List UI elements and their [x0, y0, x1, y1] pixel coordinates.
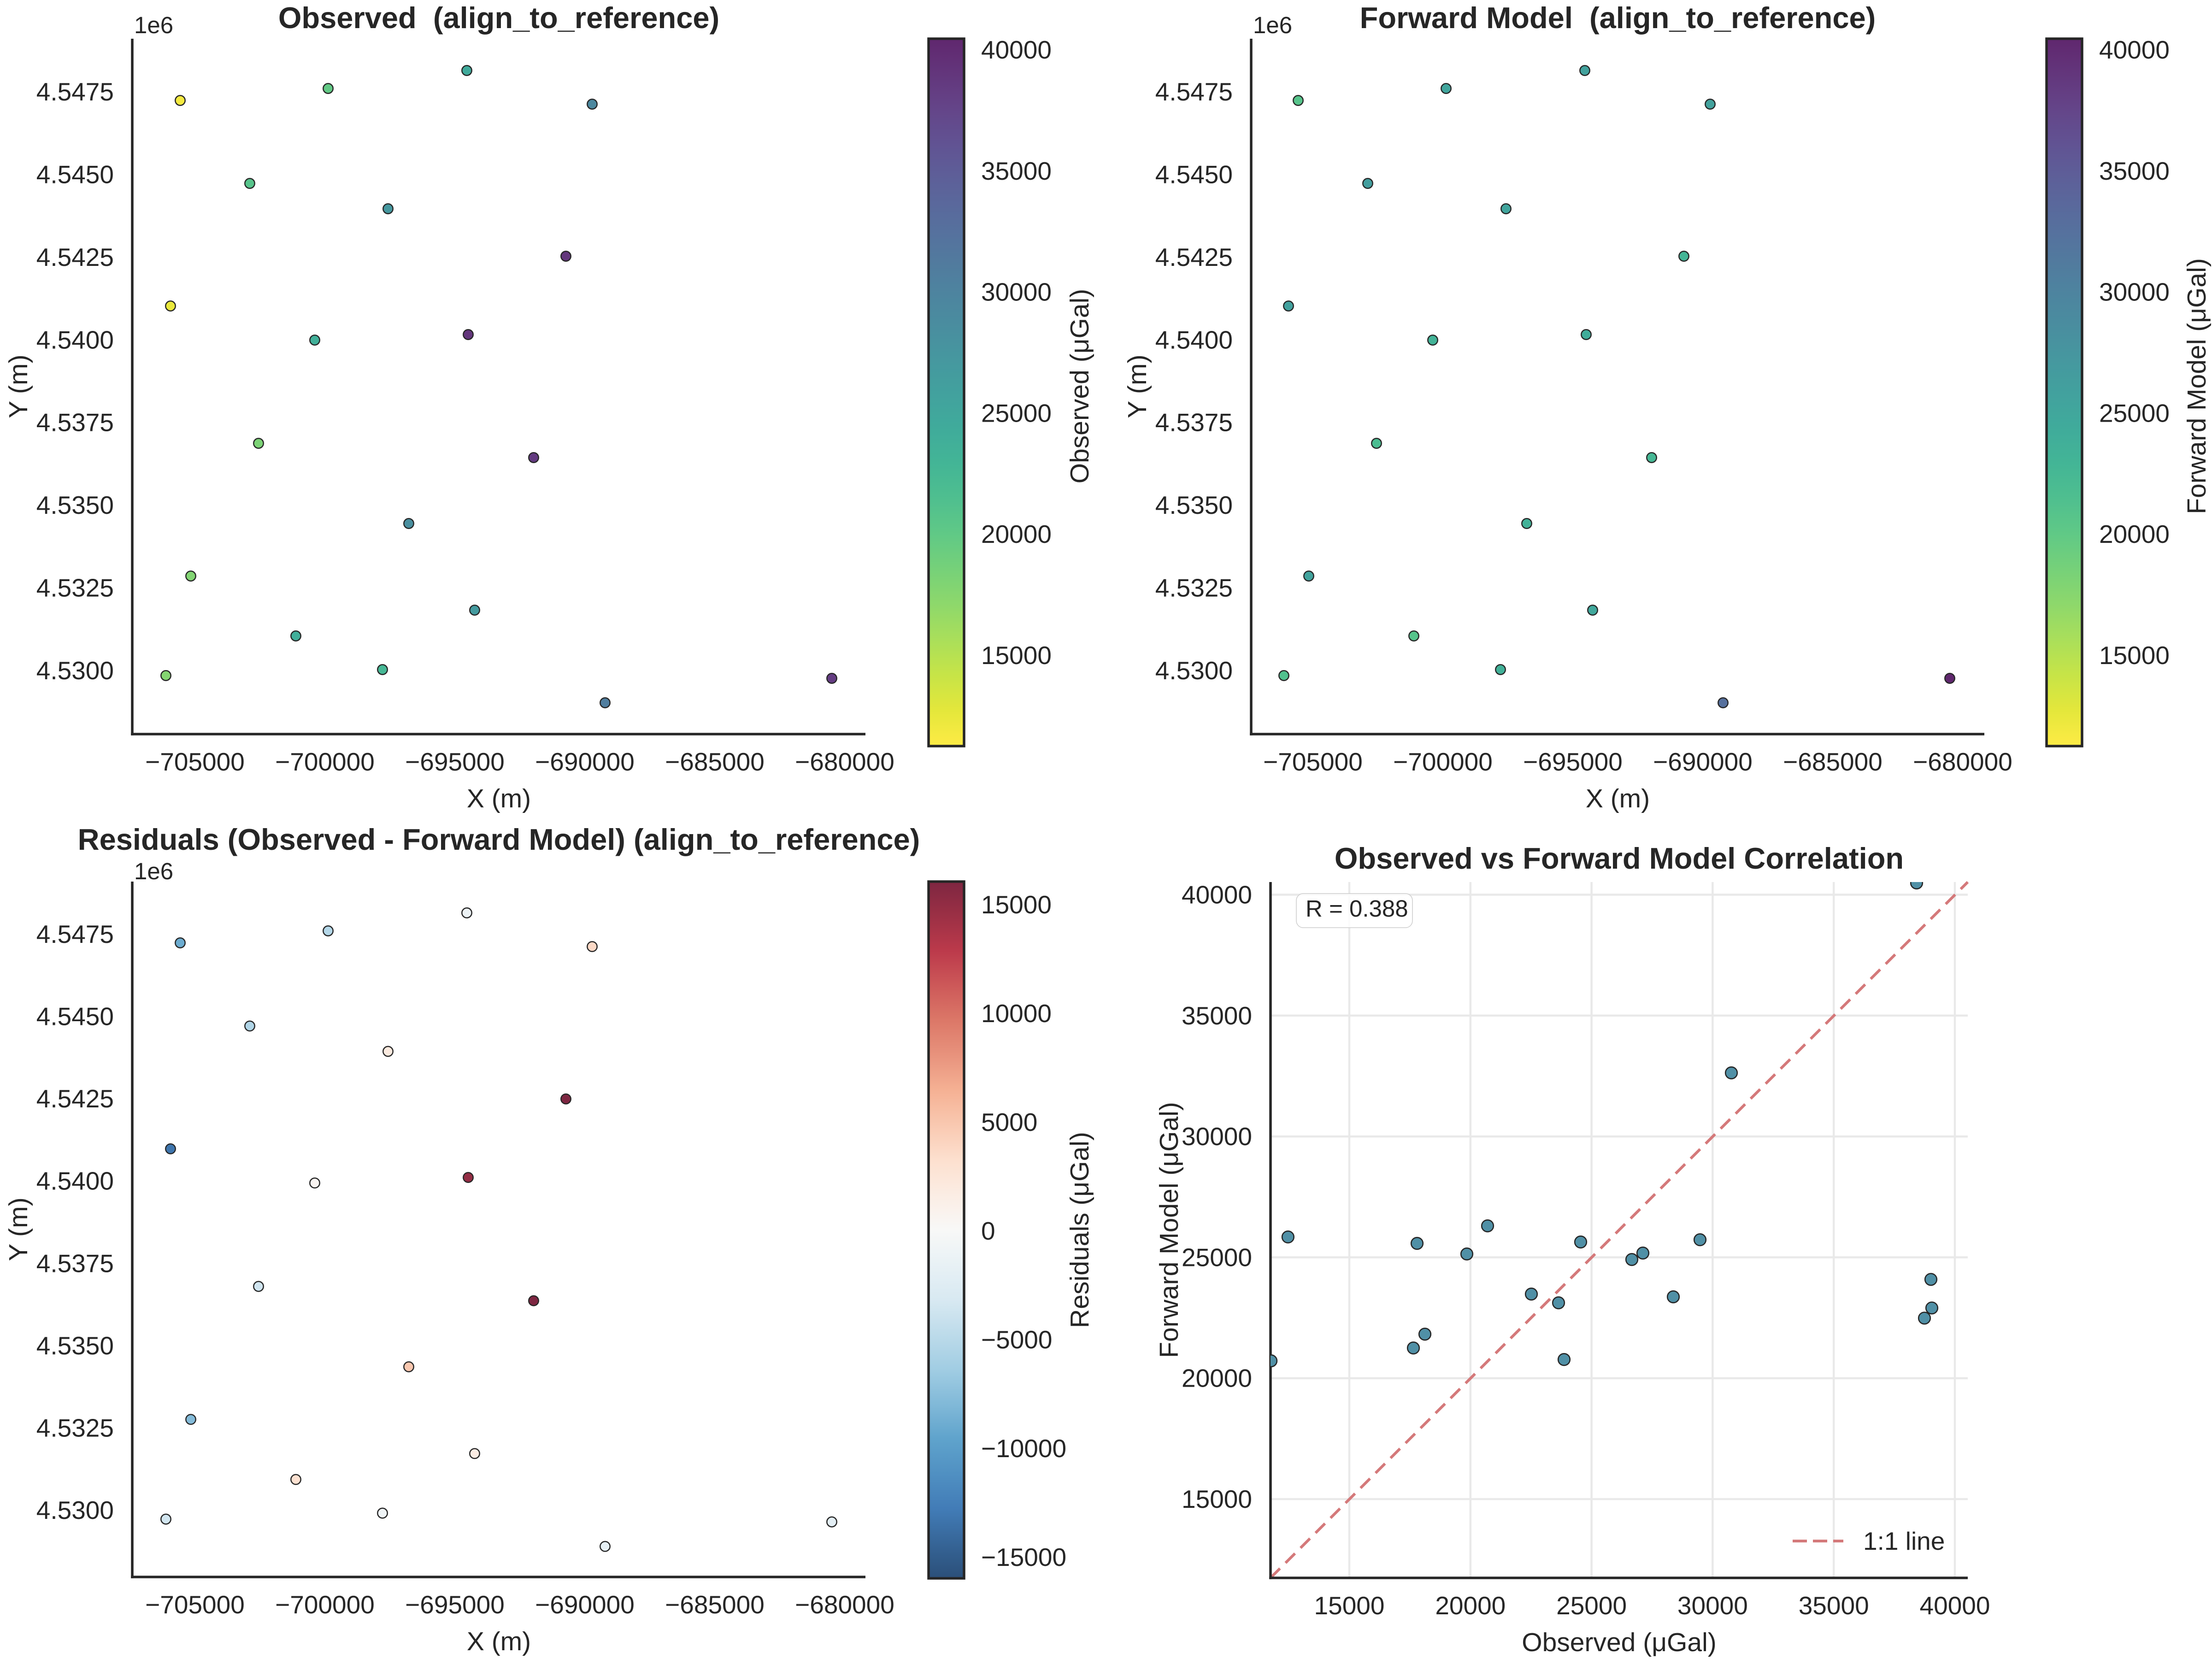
svg-text:4.5325: 4.5325: [36, 1413, 114, 1442]
svg-text:−680000: −680000: [1913, 747, 2012, 776]
svg-text:−695000: −695000: [1523, 747, 1623, 776]
svg-text:10000: 10000: [981, 999, 1052, 1028]
svg-text:4.5350: 4.5350: [36, 491, 114, 519]
svg-text:35000: 35000: [981, 157, 1052, 185]
svg-text:25000: 25000: [2099, 399, 2170, 427]
svg-text:20000: 20000: [1182, 1364, 1252, 1393]
svg-text:4.5475: 4.5475: [1155, 77, 1233, 106]
svg-text:4.5400: 4.5400: [36, 1167, 114, 1195]
svg-text:4.5450: 4.5450: [1155, 160, 1233, 188]
svg-text:Forward Model (align_to_refer: Forward Model (align_to_reference): [1360, 1, 1876, 35]
svg-text:20000: 20000: [2099, 520, 2170, 548]
svg-text:4.5400: 4.5400: [36, 325, 114, 354]
svg-text:4.5300: 4.5300: [1155, 656, 1233, 685]
svg-text:4.5450: 4.5450: [36, 160, 114, 188]
svg-text:−700000: −700000: [275, 1590, 375, 1619]
svg-text:20000: 20000: [1435, 1591, 1506, 1620]
svg-text:4.5425: 4.5425: [1155, 243, 1233, 271]
svg-text:1e6: 1e6: [134, 858, 173, 884]
svg-text:Y (m): Y (m): [1123, 354, 1152, 418]
svg-text:Observed (μGal): Observed (μGal): [1065, 289, 1094, 483]
svg-text:4.5450: 4.5450: [36, 1002, 114, 1031]
svg-text:−15000: −15000: [981, 1543, 1066, 1571]
svg-text:R = 0.388: R = 0.388: [1306, 895, 1408, 922]
svg-text:4.5425: 4.5425: [36, 243, 114, 271]
svg-text:−700000: −700000: [1393, 747, 1493, 776]
svg-text:−5000: −5000: [981, 1325, 1052, 1354]
svg-text:−695000: −695000: [405, 1590, 505, 1619]
svg-text:35000: 35000: [2099, 157, 2170, 185]
svg-text:4.5350: 4.5350: [1155, 491, 1233, 519]
svg-text:Residuals (Observed - Forward: Residuals (Observed - Forward Model) (al…: [78, 823, 920, 856]
svg-text:4.5350: 4.5350: [36, 1331, 114, 1360]
svg-text:Residuals (μGal): Residuals (μGal): [1065, 1132, 1094, 1328]
svg-text:Observed (μGal): Observed (μGal): [1522, 1628, 1716, 1657]
svg-text:Y (m): Y (m): [4, 1197, 33, 1261]
svg-text:0: 0: [981, 1217, 995, 1245]
svg-text:30000: 30000: [2099, 278, 2170, 306]
svg-text:−690000: −690000: [535, 1590, 635, 1619]
svg-text:1e6: 1e6: [1253, 12, 1292, 38]
svg-text:−705000: −705000: [145, 747, 245, 776]
svg-text:4.5325: 4.5325: [1155, 574, 1233, 602]
svg-text:40000: 40000: [1182, 881, 1252, 909]
svg-text:4.5375: 4.5375: [36, 1249, 114, 1277]
svg-text:−10000: −10000: [981, 1434, 1066, 1463]
svg-text:15000: 15000: [1314, 1591, 1385, 1620]
svg-text:4.5300: 4.5300: [36, 1496, 114, 1524]
svg-text:Forward Model (μGal): Forward Model (μGal): [2182, 258, 2212, 514]
svg-text:−705000: −705000: [1263, 747, 1363, 776]
svg-text:Observed vs Forward Model Corr: Observed vs Forward Model Correlation: [1335, 841, 1904, 875]
svg-text:−690000: −690000: [535, 747, 635, 776]
svg-text:25000: 25000: [1556, 1591, 1627, 1620]
svg-text:30000: 30000: [981, 278, 1052, 306]
svg-text:4.5475: 4.5475: [36, 77, 114, 106]
svg-text:X (m): X (m): [467, 784, 531, 813]
svg-text:15000: 15000: [981, 890, 1052, 919]
svg-text:4.5400: 4.5400: [1155, 325, 1233, 354]
svg-text:40000: 40000: [1920, 1591, 1990, 1620]
svg-text:1e6: 1e6: [134, 12, 173, 38]
svg-text:1:1 line: 1:1 line: [1863, 1527, 1945, 1555]
svg-text:Y (m): Y (m): [4, 354, 33, 418]
svg-text:X (m): X (m): [1586, 784, 1650, 813]
svg-text:15000: 15000: [2099, 641, 2170, 670]
svg-text:4.5375: 4.5375: [36, 408, 114, 437]
svg-text:30000: 30000: [1677, 1591, 1748, 1620]
svg-text:−685000: −685000: [665, 1590, 765, 1619]
svg-text:5000: 5000: [981, 1108, 1037, 1136]
svg-text:40000: 40000: [981, 35, 1052, 64]
svg-text:Observed (align_to_reference): Observed (align_to_reference): [278, 1, 719, 35]
svg-text:25000: 25000: [981, 399, 1052, 427]
svg-text:4.5325: 4.5325: [36, 574, 114, 602]
svg-text:−705000: −705000: [145, 1590, 245, 1619]
svg-text:15000: 15000: [1182, 1485, 1252, 1513]
svg-text:4.5300: 4.5300: [36, 656, 114, 685]
svg-text:25000: 25000: [1182, 1243, 1252, 1271]
svg-text:−690000: −690000: [1653, 747, 1753, 776]
svg-text:X (m): X (m): [467, 1627, 531, 1656]
svg-text:−700000: −700000: [275, 747, 375, 776]
svg-text:4.5375: 4.5375: [1155, 408, 1233, 437]
svg-text:30000: 30000: [1182, 1122, 1252, 1151]
svg-text:−695000: −695000: [405, 747, 505, 776]
svg-text:−680000: −680000: [795, 1590, 894, 1619]
svg-text:−680000: −680000: [795, 747, 894, 776]
svg-text:20000: 20000: [981, 520, 1052, 548]
svg-text:−685000: −685000: [665, 747, 765, 776]
svg-text:4.5475: 4.5475: [36, 920, 114, 948]
svg-text:40000: 40000: [2099, 35, 2170, 64]
svg-text:15000: 15000: [981, 641, 1052, 670]
svg-text:35000: 35000: [1799, 1591, 1869, 1620]
svg-text:Forward Model (μGal): Forward Model (μGal): [1154, 1102, 1184, 1358]
svg-text:35000: 35000: [1182, 1001, 1252, 1030]
svg-text:−685000: −685000: [1783, 747, 1883, 776]
svg-text:4.5425: 4.5425: [36, 1084, 114, 1113]
